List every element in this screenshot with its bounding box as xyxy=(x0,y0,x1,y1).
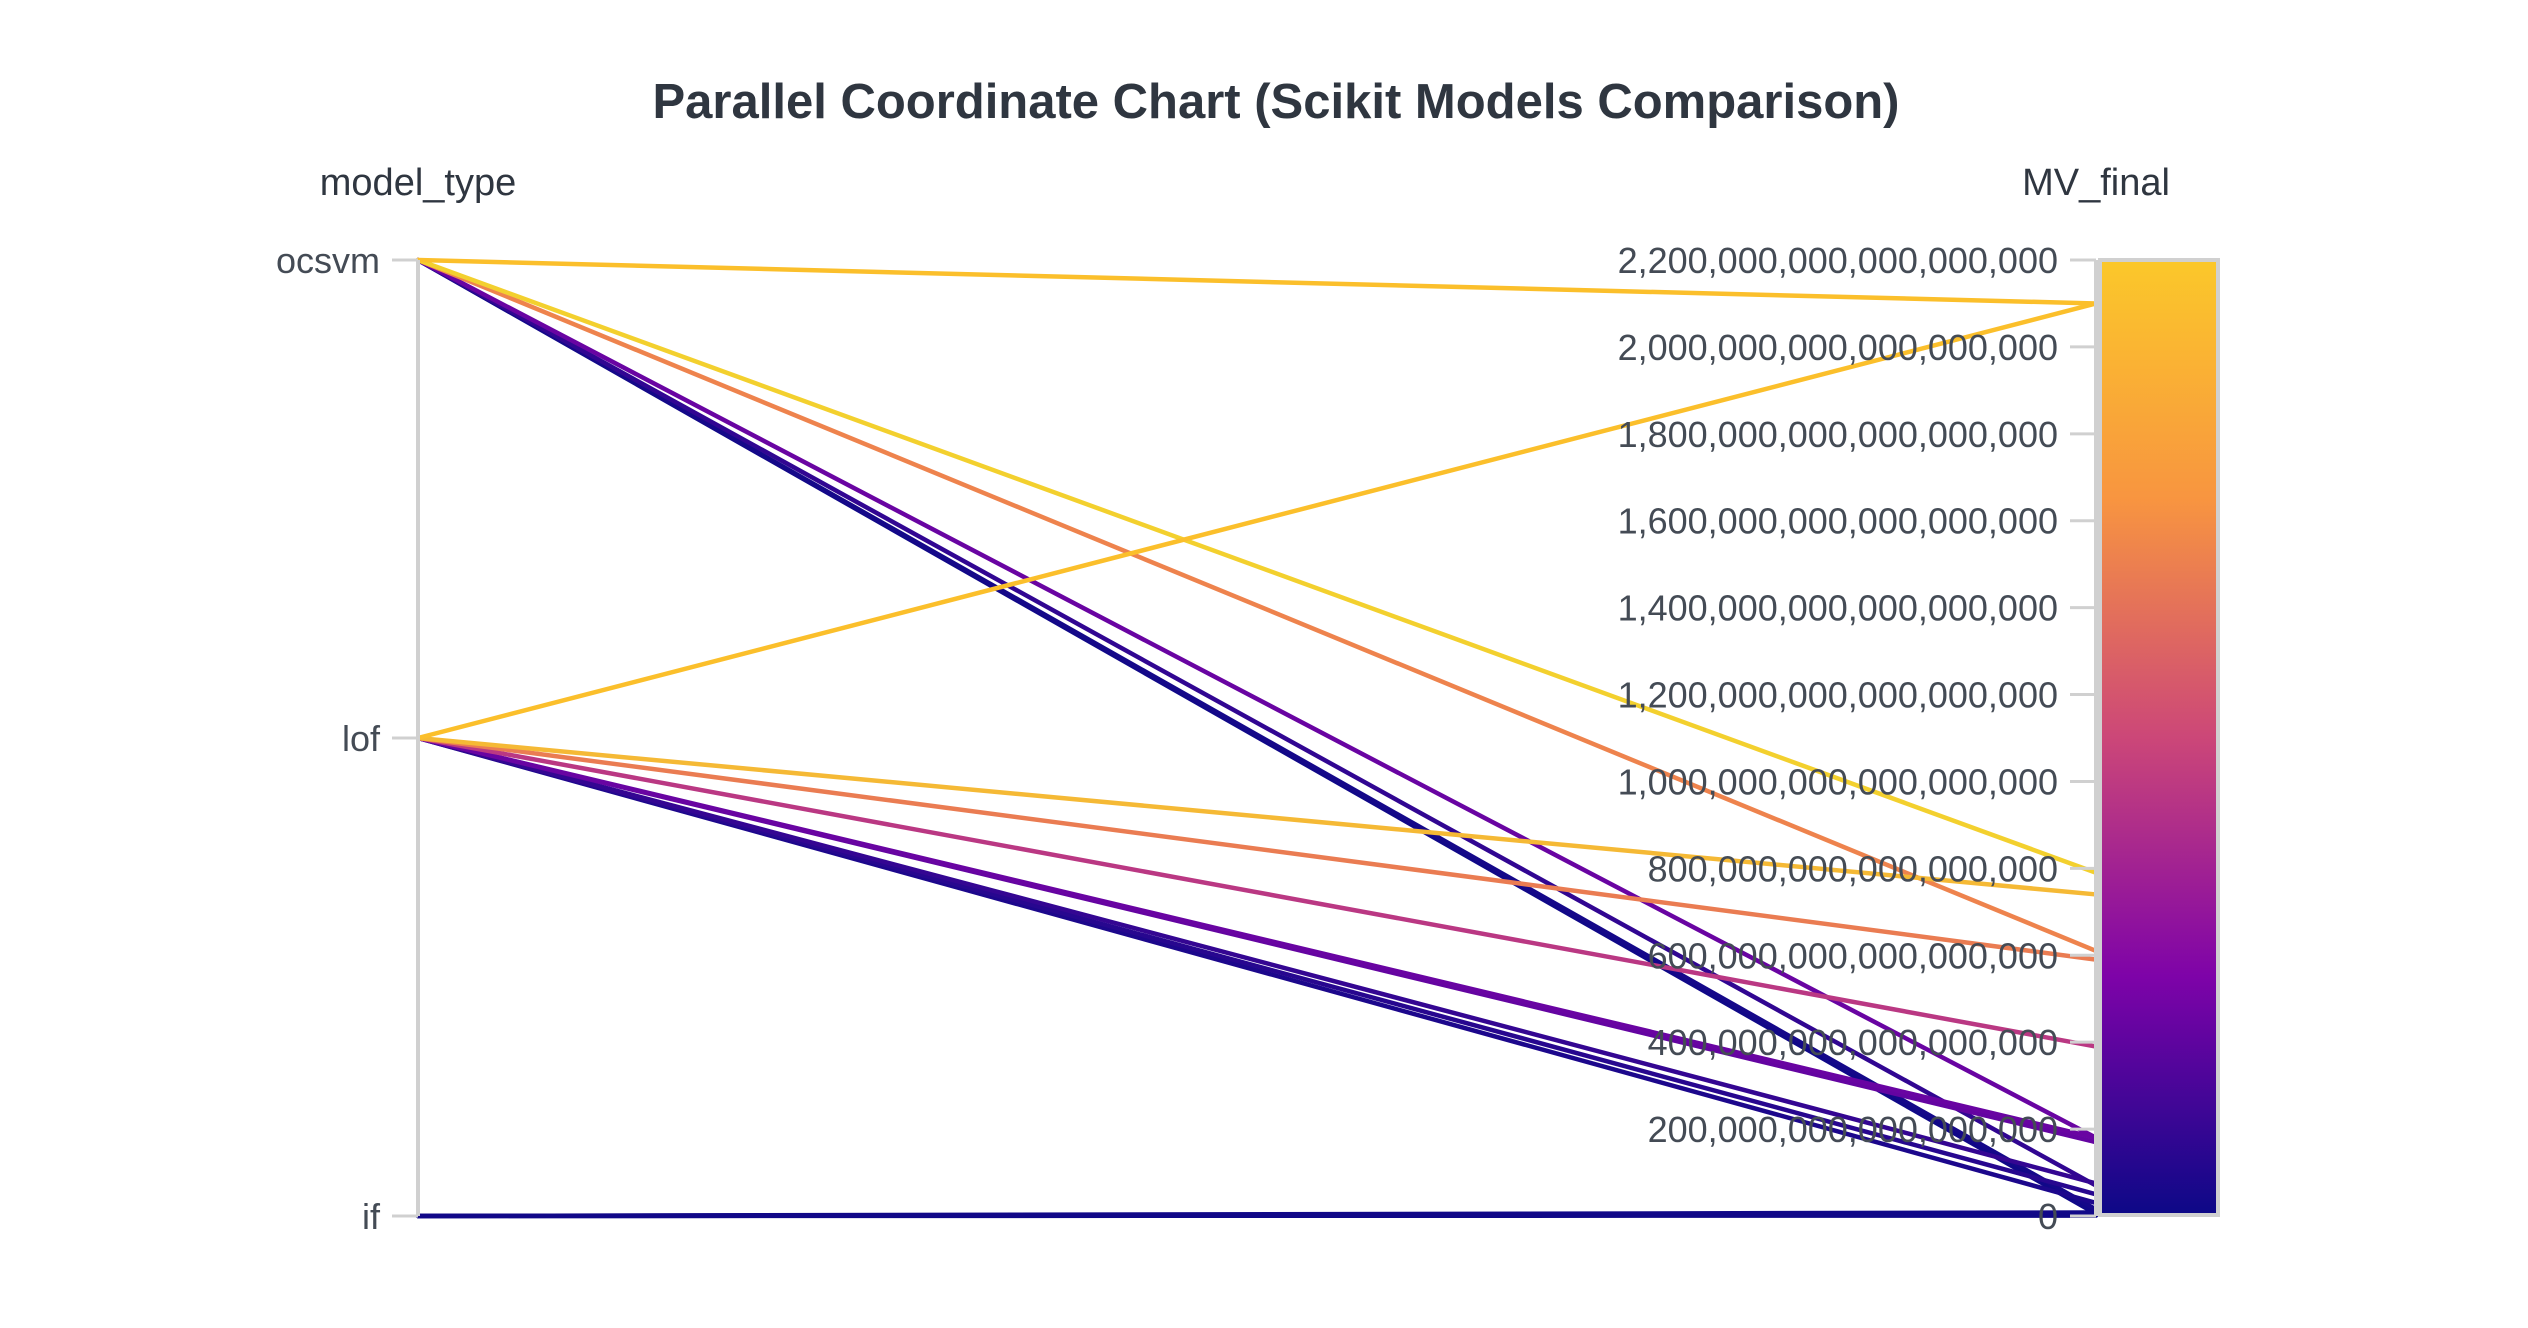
mv-final-tick-label: 600,000,000,000,000,000 xyxy=(1648,935,2058,976)
polyline-3 xyxy=(415,257,2099,1141)
mv-final-tick-label: 200,000,000,000,000,000 xyxy=(1648,1109,2058,1150)
polyline-5 xyxy=(415,257,2099,1212)
polyline-16 xyxy=(415,1210,2099,1219)
axis-label-mv-final: MV_final xyxy=(2022,162,2170,204)
polyline-11 xyxy=(415,735,2099,1141)
polyline-2 xyxy=(415,257,2099,954)
polyline-1 xyxy=(415,257,2099,875)
model-type-tick-label: if xyxy=(362,1196,381,1237)
polyline-9 xyxy=(415,735,2099,962)
polyline-13 xyxy=(415,735,2099,1186)
mv-final-tick-label: 1,600,000,000,000,000,000 xyxy=(1618,501,2058,542)
mv-final-tick-label: 0 xyxy=(2038,1196,2058,1237)
colorbar xyxy=(2098,258,2220,1217)
chart-title: Parallel Coordinate Chart (Scikit Models… xyxy=(652,75,1899,129)
axis-label-model-type: model_type xyxy=(320,162,516,204)
polyline-4 xyxy=(415,257,2099,1188)
polylines-group xyxy=(415,257,2099,1219)
model-type-tick-label: lof xyxy=(342,718,381,759)
mv-final-tick-label: 1,000,000,000,000,000,000 xyxy=(1618,761,2058,802)
mv-final-tick-label: 2,200,000,000,000,000,000 xyxy=(1618,240,2058,281)
polyline-0 xyxy=(415,257,2099,306)
polyline-7 xyxy=(415,301,2099,741)
model-type-tick-label: ocsvm xyxy=(276,240,380,281)
mv-final-tick-label: 2,000,000,000,000,000,000 xyxy=(1618,327,2058,368)
mv-final-tick-label: 1,800,000,000,000,000,000 xyxy=(1618,414,2058,455)
polyline-8 xyxy=(415,735,2099,897)
mv-final-tick-label: 800,000,000,000,000,000 xyxy=(1648,848,2058,889)
model-type-axis[interactable]: ocsvm lof if xyxy=(276,240,420,1237)
polyline-10 xyxy=(415,735,2099,1049)
mv-final-tick-label: 400,000,000,000,000,000 xyxy=(1648,1022,2058,1063)
mv-final-tick-label: 1,400,000,000,000,000,000 xyxy=(1618,588,2058,629)
mv-final-tick-label: 1,200,000,000,000,000,000 xyxy=(1618,675,2058,716)
mv-final-axis[interactable]: 2,200,000,000,000,000,000 2,000,000,000,0… xyxy=(1618,240,2098,1237)
